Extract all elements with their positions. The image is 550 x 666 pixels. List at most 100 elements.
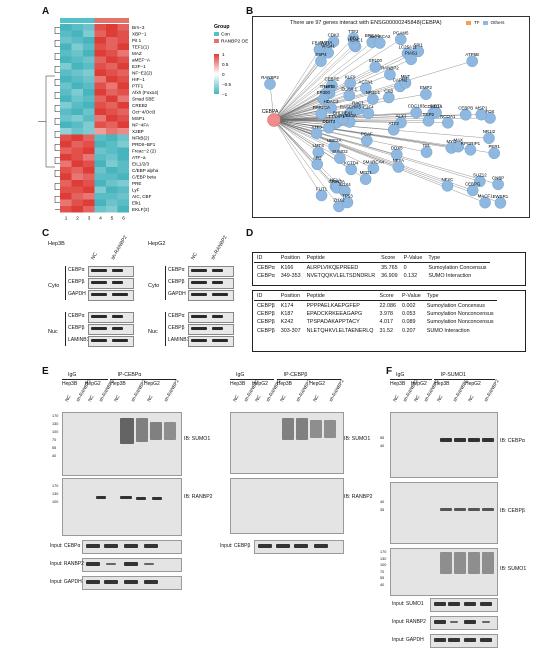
gene-label: MSP1 bbox=[132, 116, 145, 121]
heatmap-cell bbox=[71, 69, 83, 76]
heatmap-cell bbox=[94, 95, 106, 102]
scale-tick: 0.5 bbox=[222, 62, 229, 67]
network-node-label: SP100 bbox=[369, 58, 383, 63]
heatmap-cell bbox=[71, 199, 83, 206]
network-node bbox=[441, 180, 454, 192]
e1-lane-label: NC bbox=[64, 394, 72, 403]
heatmap-cell bbox=[60, 128, 72, 135]
f-cebpa-blot-band bbox=[482, 438, 494, 442]
scale-tick: 0 bbox=[222, 72, 225, 77]
table-cell: CEBPβ bbox=[257, 302, 275, 309]
dendrogram-branch bbox=[54, 92, 60, 99]
f-mw-marker: 70 bbox=[380, 569, 385, 574]
network-node bbox=[383, 91, 395, 104]
gene-label: Oct−4/Oct3 bbox=[132, 110, 156, 115]
heatmap-cell bbox=[71, 160, 83, 167]
heatmap-cell bbox=[106, 56, 118, 63]
heatmap-cell bbox=[106, 37, 118, 44]
c-hep3b-row-label: CEBPβ bbox=[68, 325, 85, 331]
network-node-label: RAC1 bbox=[352, 100, 364, 105]
heatmap-cell bbox=[94, 193, 106, 200]
column-label: 1 bbox=[65, 216, 68, 221]
group-bar-cell bbox=[117, 18, 129, 23]
f-cell-label: Hep3B bbox=[434, 381, 450, 387]
heatmap-cell bbox=[60, 167, 72, 174]
heatmap-cell bbox=[60, 199, 72, 206]
heatmap-cell bbox=[94, 134, 106, 141]
legend-swatch bbox=[214, 32, 219, 36]
heatmap-cell bbox=[71, 115, 83, 122]
network-node-label: NR3C1 bbox=[366, 90, 381, 95]
c-hepg2-blot-strip bbox=[188, 336, 234, 347]
c-hepg2-band bbox=[212, 327, 223, 330]
network-node bbox=[359, 173, 372, 185]
heatmap-cell bbox=[117, 82, 129, 89]
gene-label: TEF1(1) bbox=[132, 45, 149, 50]
e2-ranbp2-blot bbox=[230, 478, 344, 534]
heatmap-cell bbox=[106, 160, 118, 167]
panel-label-a: A bbox=[42, 6, 50, 17]
network-node-label: SUMO2 bbox=[332, 149, 348, 154]
e2-sumo1-blot-band bbox=[310, 420, 322, 438]
c-hep3b-band bbox=[112, 269, 123, 272]
heatmap-cell bbox=[60, 108, 72, 115]
gene-label: LyF bbox=[132, 188, 140, 193]
c-hepg2-row-label: CEBPα bbox=[168, 267, 185, 273]
network-edge bbox=[273, 119, 322, 196]
c-hep3b-band bbox=[91, 339, 107, 342]
e2-input1-label: Input: CEBPβ bbox=[220, 543, 251, 549]
network-edge bbox=[273, 82, 406, 121]
dendrogram-branch bbox=[54, 66, 60, 73]
network-node-label: AR2 bbox=[313, 155, 322, 160]
f-lane-label: sh-RANBP2 bbox=[482, 378, 500, 403]
network-node-label: NF1A bbox=[330, 177, 341, 182]
network-node bbox=[315, 55, 327, 67]
table-cell: Sumoylation Concensus bbox=[426, 302, 485, 309]
group-bar-cell bbox=[71, 18, 83, 23]
c-hep3b-blot-strip bbox=[88, 312, 134, 323]
e1-mw-marker: 130 bbox=[52, 422, 59, 426]
group-bar-cell bbox=[83, 18, 95, 23]
network-node-label: VPS41 bbox=[321, 44, 335, 49]
network-node bbox=[325, 102, 337, 114]
network-edge bbox=[273, 83, 351, 121]
network-node bbox=[420, 88, 432, 100]
table-header: Type bbox=[426, 293, 439, 300]
heatmap-cell bbox=[60, 69, 72, 76]
e1-input-cebpa-band bbox=[124, 544, 138, 548]
heatmap-cell bbox=[94, 43, 106, 50]
c-hep3b-blot-strip bbox=[88, 290, 134, 301]
network-edge bbox=[273, 119, 343, 121]
network-node-label: PCAF bbox=[361, 132, 373, 137]
heatmap-cell bbox=[71, 95, 83, 102]
c-hepg2-nuc-label: Nuc bbox=[148, 329, 158, 335]
heatmap-cell bbox=[94, 121, 106, 128]
c-hep3b-band bbox=[91, 293, 107, 296]
c-hep3b-row-label: LAMINB1 bbox=[68, 337, 90, 343]
network-graph: ATF3 E2F4 SPI1 NR1I2 RANBP2 CAPN2 RPGRIP1 TTYAP… bbox=[261, 29, 509, 213]
dendrogram-branch bbox=[54, 170, 60, 177]
f-lane-label: sh-RANBP2 bbox=[451, 378, 469, 403]
network-node-label: TP53 bbox=[342, 193, 353, 198]
e1-input-gapdh-band bbox=[104, 580, 118, 584]
c-hep3b-band bbox=[112, 339, 128, 342]
network-edge bbox=[273, 119, 345, 191]
heatmap-cell bbox=[117, 141, 129, 148]
c-hep3b-band bbox=[112, 281, 123, 284]
e2-sumo1-blot-band bbox=[324, 420, 336, 438]
e2-cell-label: Hep3B bbox=[276, 381, 293, 387]
legend-others: Others bbox=[490, 20, 505, 25]
network-edge bbox=[273, 42, 380, 121]
table-cell: 22.086 bbox=[379, 302, 396, 309]
network-node-label: MACF1 bbox=[478, 194, 493, 199]
heatmap-cell bbox=[117, 154, 129, 161]
table-cell: SUMO Interaction bbox=[426, 327, 470, 334]
heatmap-cell bbox=[117, 167, 129, 174]
heatmap-cell bbox=[117, 173, 129, 180]
gene-label: C/EBP alpha bbox=[132, 168, 159, 173]
network-node-label: EWSR1 bbox=[493, 194, 509, 199]
network-node bbox=[474, 175, 486, 188]
heatmap-cell bbox=[94, 173, 106, 180]
network-node-label: RARA bbox=[320, 40, 332, 45]
